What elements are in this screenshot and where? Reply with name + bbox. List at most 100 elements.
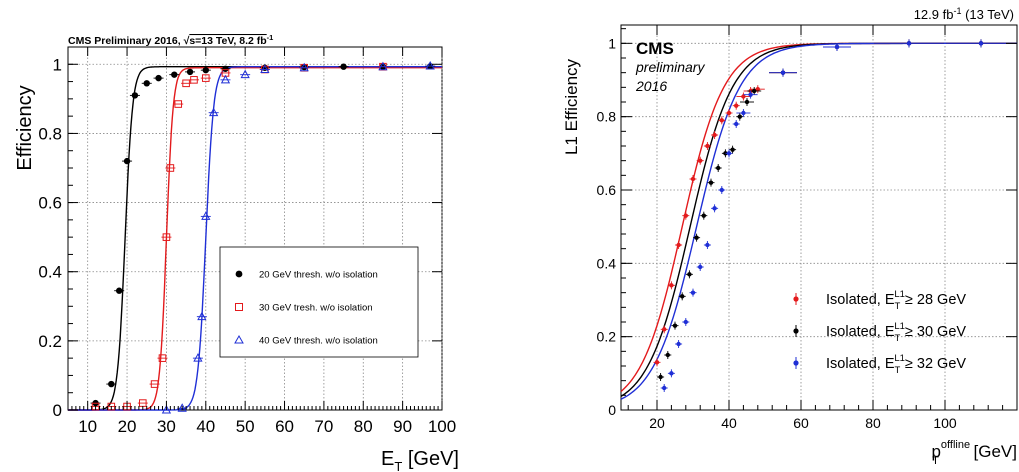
right-point-s1 xyxy=(701,213,706,218)
left-point-s2 xyxy=(209,107,219,117)
right-point-s0 xyxy=(683,213,688,218)
left-x-tick-label: 40 xyxy=(196,417,215,436)
right-point-s1 xyxy=(680,294,685,299)
right-point-s1 xyxy=(716,165,721,171)
right-point-s0 xyxy=(705,143,710,149)
right-y-tick-label: 0.8 xyxy=(597,109,617,125)
left-y-tick-label: 0.8 xyxy=(38,124,62,143)
right-point-s1 xyxy=(737,114,742,119)
left-point-s2 xyxy=(425,60,435,70)
right-cms-preliminary: preliminary xyxy=(635,59,705,75)
left-legend-marker xyxy=(235,303,243,311)
left-x-tick-label: 20 xyxy=(118,417,137,436)
right-point-s1 xyxy=(658,374,663,380)
right-point-s2 xyxy=(906,41,912,46)
right-point-s0 xyxy=(654,360,660,365)
right-point-s0 xyxy=(726,110,732,116)
right-point-s0 xyxy=(662,327,667,332)
right-tick-labels: 20 40 60 80 100 0 0.2 0.4 0.6 0.8 1 xyxy=(597,35,957,431)
left-point-s0 xyxy=(143,80,150,87)
left-point-s2 xyxy=(240,69,250,79)
right-legend-marker xyxy=(793,328,799,334)
right-point-s1 xyxy=(687,272,692,277)
left-point-s0 xyxy=(222,65,229,72)
right-point-s1 xyxy=(708,180,714,185)
left-point-s2 xyxy=(299,62,309,72)
right-point-s0 xyxy=(734,103,739,108)
left-y-tick-label: 1 xyxy=(53,55,62,74)
left-point-s1 xyxy=(150,380,159,388)
left-point-s1 xyxy=(162,233,171,241)
left-point-s1 xyxy=(166,164,175,172)
left-point-s2 xyxy=(260,64,270,73)
left-x-tick-label: 50 xyxy=(236,417,255,436)
right-point-s1 xyxy=(752,88,757,94)
left-legend-box xyxy=(219,246,419,358)
right-x-tick-label: 100 xyxy=(933,415,957,431)
right-point-s2 xyxy=(726,151,732,156)
left-point-s1 xyxy=(158,354,167,362)
left-point-s1 xyxy=(190,76,198,84)
right-point-s1 xyxy=(665,352,670,358)
left-point-s1 xyxy=(201,74,210,82)
left-x-tick-label: 90 xyxy=(393,417,412,436)
right-point-s0 xyxy=(712,132,717,138)
right-data-points xyxy=(653,39,1016,392)
left-data-points xyxy=(90,60,436,414)
right-point-s2 xyxy=(705,242,710,248)
left-x-tick-label: 30 xyxy=(157,417,176,436)
left-header: CMS Preliminary 2016, √s=13 TeV, 8.2 fb-… xyxy=(68,33,273,47)
left-legend: 20 GeV thresh. w/o isolation 30 GeV tresh… xyxy=(219,246,419,358)
right-point-s2 xyxy=(834,44,840,50)
left-x-tick-label: 10 xyxy=(78,417,97,436)
right-point-s0 xyxy=(676,242,681,248)
right-x-tick-label: 80 xyxy=(865,415,881,431)
left-point-s2 xyxy=(201,211,211,220)
left-point-s2 xyxy=(161,404,172,414)
right-point-s1 xyxy=(723,151,728,156)
left-legend-label: 20 GeV thresh. w/o isolation xyxy=(259,270,378,281)
right-y-tick-label: 0.6 xyxy=(597,182,617,198)
left-point-s0 xyxy=(123,157,131,165)
right-legend-label: Isolated, ETL1≥ 32 GeV xyxy=(826,353,966,376)
right-point-s0 xyxy=(669,283,674,288)
left-y-tick-label: 0.6 xyxy=(38,194,62,213)
left-chart: 10 20 30 40 50 60 70 80 90 100 0 0.2 0.4 0.6 0.8 1 CMS … xyxy=(14,33,459,472)
left-legend-label: 40 GeV thresh. w/o isolation xyxy=(259,336,378,347)
left-point-s2 xyxy=(220,74,231,84)
right-point-s2 xyxy=(780,70,786,75)
right-point-s2 xyxy=(734,121,739,127)
right-x-tick-label: 60 xyxy=(793,415,809,431)
left-point-s0 xyxy=(115,287,123,294)
left-point-s0 xyxy=(155,74,162,82)
right-point-s2 xyxy=(741,110,746,116)
right-y-tick-label: 0.4 xyxy=(597,255,617,271)
right-legend-label: Isolated, ETL1≥ 28 GeV xyxy=(826,289,966,312)
left-x-axis-label: ET [GeV] xyxy=(381,448,459,472)
right-point-s0 xyxy=(690,176,696,182)
left-legend-label: 30 GeV tresh. w/o isolation xyxy=(259,303,373,314)
left-point-s2 xyxy=(197,311,207,321)
right-legend-items: Isolated, ETL1≥ 28 GeV Isolated, ETL1≥ 30… xyxy=(793,289,966,376)
right-point-s2 xyxy=(712,206,717,211)
right-point-s0 xyxy=(755,86,760,92)
left-point-s2 xyxy=(177,403,187,412)
right-point-s2 xyxy=(748,92,753,97)
right-point-s1 xyxy=(730,147,735,152)
right-point-s2 xyxy=(676,341,681,347)
left-x-tick-label: 70 xyxy=(314,417,333,436)
right-point-s1 xyxy=(672,323,678,328)
left-point-s0 xyxy=(171,71,178,78)
right-point-s2 xyxy=(683,319,688,325)
left-point-s1 xyxy=(174,100,183,108)
right-axis-ticks xyxy=(621,25,1017,411)
left-point-s0 xyxy=(340,63,347,70)
left-point-s2 xyxy=(193,353,203,362)
right-legend-label: Isolated, ETL1≥ 30 GeV xyxy=(826,321,966,344)
right-y-tick-label: 0 xyxy=(608,402,616,418)
left-point-s0 xyxy=(202,66,209,74)
right-point-s0 xyxy=(741,94,746,99)
right-point-s0 xyxy=(719,118,724,123)
left-y-tick-label: 0 xyxy=(53,401,62,420)
